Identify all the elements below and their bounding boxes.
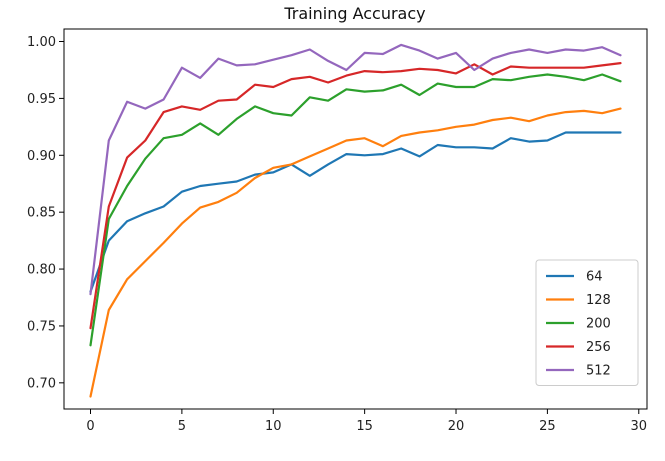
x-tick-label: 10	[265, 419, 282, 434]
legend-box	[535, 259, 639, 386]
plot-frame	[63, 28, 648, 410]
y-tick-label: 0.90	[27, 149, 56, 164]
chart-title: Training Accuracy	[283, 4, 425, 23]
series-line-512	[89, 43, 622, 296]
x-tick-label: 20	[448, 419, 465, 434]
x-tick-label: 0	[86, 419, 94, 434]
y-tick-label: 0.70	[27, 376, 56, 391]
legend-label-200: 200	[586, 317, 611, 332]
x-axis: 0 5 10 15 20 25 30	[86, 409, 647, 434]
x-tick-label: 5	[178, 419, 186, 434]
legend-label-512: 512	[586, 364, 611, 379]
y-tick-label: 0.85	[27, 206, 56, 221]
legend-label-64: 64	[586, 270, 603, 285]
x-tick-label: 30	[631, 419, 648, 434]
y-tick-label: 1.00	[27, 35, 56, 50]
legend-label-128: 128	[586, 293, 611, 308]
legend-label-256: 256	[586, 340, 611, 355]
series-line-200	[89, 73, 622, 347]
x-tick-label: 15	[356, 419, 373, 434]
series-line-128	[89, 107, 622, 398]
series-line-64	[89, 131, 622, 293]
y-tick-label: 0.95	[27, 92, 56, 107]
chart-marks	[89, 43, 622, 398]
x-tick-label: 25	[539, 419, 556, 434]
y-axis: 0.70 0.75 0.80 0.85 0.90 0.95 1.00	[27, 35, 64, 391]
series-line-256	[89, 61, 622, 330]
y-tick-label: 0.80	[27, 263, 56, 278]
y-tick-label: 0.75	[27, 319, 56, 334]
legend: 64 128 200 256 512	[535, 259, 639, 386]
